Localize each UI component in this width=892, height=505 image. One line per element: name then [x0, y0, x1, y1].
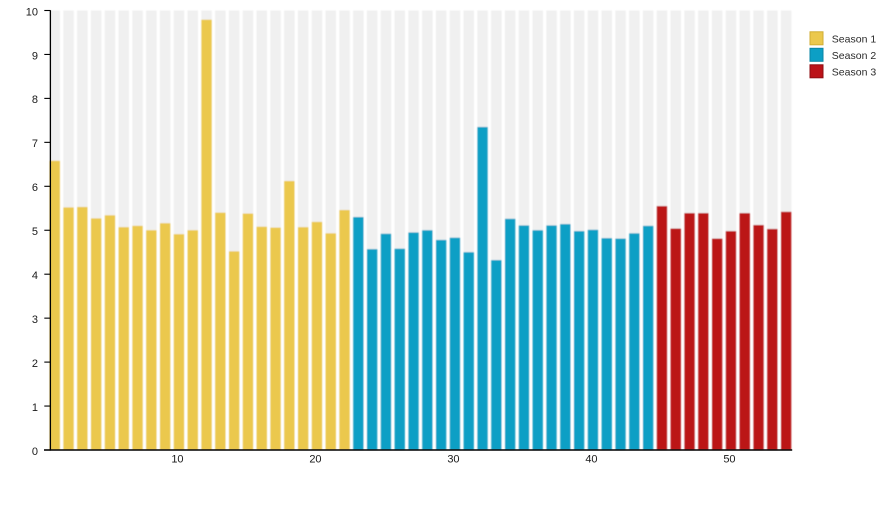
svg-text:9: 9	[32, 50, 38, 62]
svg-text:30: 30	[447, 454, 459, 466]
svg-text:Season 3: Season 3	[832, 67, 877, 79]
svg-text:20: 20	[309, 454, 321, 466]
svg-text:7: 7	[32, 138, 38, 150]
svg-text:6: 6	[32, 182, 38, 194]
svg-text:3: 3	[32, 314, 38, 326]
svg-text:5: 5	[32, 226, 38, 238]
svg-text:10: 10	[171, 454, 183, 466]
svg-text:Season 1: Season 1	[832, 34, 877, 46]
svg-text:0: 0	[32, 446, 38, 458]
svg-text:10: 10	[26, 6, 38, 18]
svg-text:2: 2	[32, 358, 38, 370]
svg-text:40: 40	[585, 454, 597, 466]
svg-text:Season 2: Season 2	[832, 50, 877, 62]
svg-text:8: 8	[32, 94, 38, 106]
svg-text:50: 50	[723, 454, 735, 466]
svg-text:1: 1	[32, 402, 38, 414]
svg-text:4: 4	[32, 270, 38, 282]
